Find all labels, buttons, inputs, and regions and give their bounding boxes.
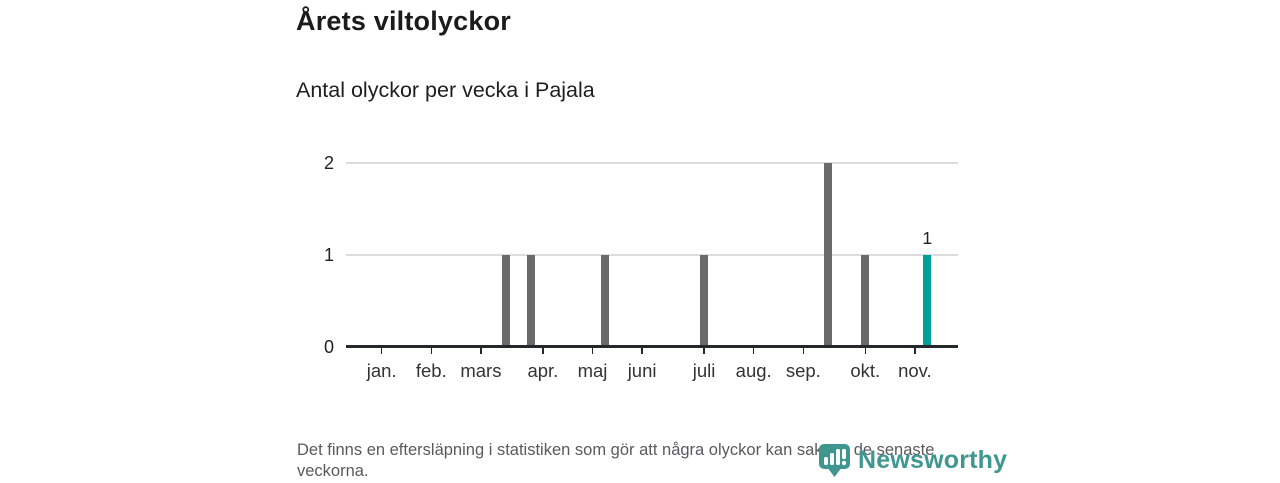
x-tick-mars (480, 347, 482, 354)
x-tick-juli (703, 347, 705, 354)
x-axis-label-juni: juni (627, 360, 657, 381)
x-tick-jan (380, 347, 383, 354)
x-axis-label-apr: apr. (527, 360, 559, 381)
y-axis-label-0: 0 (323, 337, 334, 357)
gridline-y2 (346, 162, 958, 164)
x-tick-nov (914, 347, 916, 354)
x-axis-label-okt: okt. (850, 360, 881, 381)
x-axis-label-aug: aug. (735, 360, 772, 381)
bar-week-27 (700, 255, 709, 347)
x-tick-apr (542, 347, 544, 354)
x-axis-label-jan: jan. (366, 360, 397, 381)
x-tick-okt (864, 347, 867, 354)
newsworthy-logo: Newsworthy (818, 443, 1007, 478)
highlight-value-label: 1 (922, 228, 933, 249)
bar-week-19 (600, 255, 609, 347)
gridline-y1 (346, 254, 958, 256)
x-axis-line (346, 345, 958, 348)
newsworthy-wordmark: Newsworthy (858, 446, 1008, 474)
x-tick-sep (802, 347, 805, 354)
page-title: Årets viltolyckor (296, 6, 511, 36)
chart-subtitle: Antal olyckor per vecka i Pajala (296, 78, 595, 102)
y-axis-label-2: 2 (323, 153, 334, 173)
bar-week-45-highlight (923, 255, 932, 347)
x-axis-label-nov: nov. (898, 360, 932, 381)
x-axis-label-sep: sep. (785, 360, 821, 381)
bar-week-13 (526, 255, 535, 347)
bar-week-11 (501, 255, 510, 347)
bar-week-40 (861, 255, 870, 347)
x-tick-feb (430, 347, 433, 354)
x-axis-label-maj: maj (577, 360, 608, 381)
footer-note: Det finns en eftersläpning i statistiken… (297, 441, 935, 480)
newsworthy-bars-pin-icon (818, 443, 851, 478)
x-tick-juni (641, 347, 643, 354)
x-axis-label-feb: feb. (415, 360, 447, 381)
x-axis-label-juli: juli (692, 360, 716, 381)
x-axis-label-mars: mars (460, 360, 502, 381)
bar-week-37 (824, 163, 833, 347)
x-tick-maj (591, 347, 594, 354)
y-axis-label-1: 1 (323, 245, 334, 265)
x-tick-aug (752, 347, 755, 354)
